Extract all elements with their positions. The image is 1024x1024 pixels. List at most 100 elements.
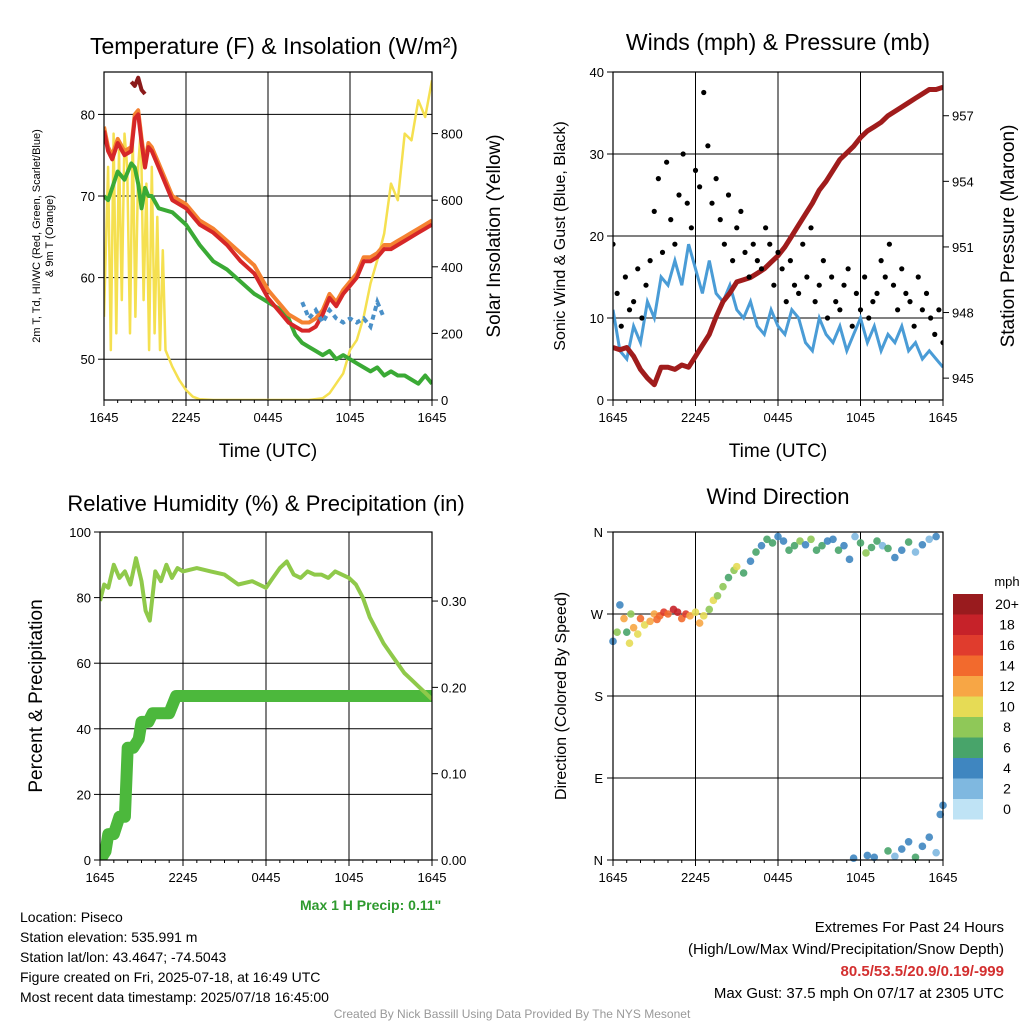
winddir-ytick-label: E <box>594 771 603 786</box>
gust-point <box>833 299 839 305</box>
gust-point <box>709 200 715 206</box>
gust-point <box>758 266 765 272</box>
winddir-legend-swatch <box>953 594 983 615</box>
temp-xtick-label: 1645 <box>418 410 447 425</box>
temp-y2tick-label: 400 <box>441 260 463 275</box>
wind-y-axis-label-group: Sonic Wind & Gust (Blue, Black) <box>552 121 569 350</box>
wind-xtick-label: 2245 <box>681 410 710 425</box>
winddir-point <box>891 553 899 562</box>
winddir-point <box>796 537 804 545</box>
gust-point <box>763 225 769 231</box>
gust-point <box>613 241 616 247</box>
winddir-point <box>724 573 733 582</box>
gust-point <box>767 241 773 247</box>
location-text: Location: Piseco <box>20 909 123 925</box>
temp-plot-area <box>104 75 432 400</box>
winddir-point <box>812 546 821 555</box>
gust-point <box>932 331 938 337</box>
gust-point <box>754 258 760 264</box>
winddir-legend-swatch <box>953 655 983 676</box>
winddir-point <box>640 621 649 629</box>
rh-y2tick-label: 0.00 <box>441 853 466 868</box>
gust-point <box>721 241 727 247</box>
rh-xtick-label: 1045 <box>335 870 364 885</box>
winddir-legend-label: 0 <box>1003 801 1011 817</box>
extremes-block: Extremes For Past 24 Hours (High/Low/Max… <box>688 917 1004 1005</box>
wind-y2tick-label: 948 <box>952 306 974 321</box>
elevation-text: Station elevation: 535.991 m <box>20 929 198 945</box>
gust-point <box>919 307 925 313</box>
temp-ytick-label: 70 <box>81 189 95 204</box>
gust-point <box>866 315 872 321</box>
winddir-point <box>845 555 854 564</box>
winddir-xtick-label: 0445 <box>764 870 793 885</box>
gust-point <box>668 217 674 223</box>
wind-plot-area <box>613 84 943 388</box>
rh-y-axis-label: Percent & Precipitation <box>26 599 47 792</box>
temp-2m-line <box>104 112 432 333</box>
winddir-point <box>746 557 755 565</box>
rh-xtick-label: 0445 <box>252 870 281 885</box>
winddir-legend-swatch <box>953 614 983 635</box>
winddir-point <box>636 614 645 623</box>
gust-point <box>796 290 802 296</box>
latlon-text: Station lat/lon: 43.4647; -74.5043 <box>20 949 227 965</box>
gust-point <box>791 282 798 288</box>
rh-ytick-label: 60 <box>77 656 91 671</box>
winddir-ytick-label: N <box>594 525 603 540</box>
rh-line <box>100 556 432 701</box>
winddir-point <box>719 582 727 591</box>
winddir-point <box>884 544 892 553</box>
gust-point <box>936 307 942 313</box>
winddir-legend-label: 14 <box>999 658 1015 674</box>
winddir-point <box>790 541 799 550</box>
winddir-point <box>620 614 628 623</box>
temp-y2tick-label: 0 <box>441 393 448 408</box>
gust-point <box>775 249 781 255</box>
gust-point <box>725 192 732 198</box>
gust-point <box>635 266 641 272</box>
winddir-point <box>625 639 634 647</box>
gust-point <box>651 208 657 214</box>
wind-speed-line <box>613 243 943 369</box>
gust-point <box>928 315 934 321</box>
gust-point <box>684 200 690 206</box>
gust-point <box>738 208 744 214</box>
gust-point <box>614 290 620 296</box>
temp-frame <box>103 71 433 401</box>
pressure-line <box>613 84 943 388</box>
winddir-point <box>891 852 899 861</box>
wind-xtick-label: 1045 <box>846 410 875 425</box>
gust-point <box>853 290 859 296</box>
winddir-legend-label: 8 <box>1003 719 1011 735</box>
wind-ytick-label: 10 <box>590 311 604 326</box>
gust-point <box>886 241 892 247</box>
gust-point <box>882 274 888 280</box>
winddir-point <box>705 605 714 614</box>
winddir-point <box>897 845 906 853</box>
winddir-legend-label: 16 <box>999 637 1015 653</box>
gust-point <box>890 282 897 288</box>
winddir-legend-swatch <box>953 778 983 799</box>
winddir-point <box>849 854 858 862</box>
rh-ytick-label: 0 <box>84 853 91 868</box>
winddir-point <box>785 546 793 555</box>
winddir-legend-swatch <box>953 696 983 717</box>
winddir-legend-label: 2 <box>1003 781 1011 797</box>
winddir-point <box>829 535 837 544</box>
temp-xtick-label: 1645 <box>90 410 119 425</box>
gust-point <box>664 159 670 165</box>
winddir-ytick-label: W <box>591 607 604 622</box>
gust-point <box>849 323 855 329</box>
gust-point <box>655 176 661 182</box>
gust-point <box>812 299 818 305</box>
temp-xtick-label: 2245 <box>172 410 201 425</box>
winddir-point <box>911 548 920 556</box>
winddir-legend-label: 20+ <box>995 596 1019 612</box>
winddir-legend-label: 18 <box>999 617 1015 633</box>
gust-point <box>622 274 628 280</box>
winddir-point <box>801 540 810 549</box>
temp-x-axis-label: Time (UTC) <box>219 441 318 462</box>
winddir-point <box>932 532 940 541</box>
winddir-point <box>807 535 815 544</box>
